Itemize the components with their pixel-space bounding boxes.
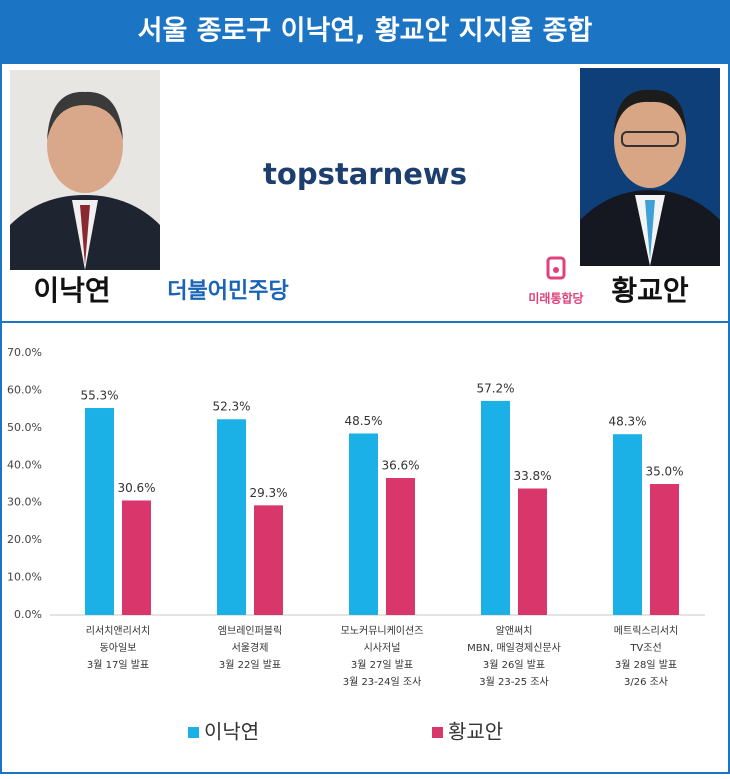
logo: topstarnews — [263, 157, 467, 191]
y-tick-label: 60.0% — [7, 383, 42, 396]
x-tick-label: 동아일보 — [100, 642, 137, 654]
legend-label: 이낙연 — [204, 720, 259, 744]
bar — [386, 478, 415, 615]
left-photo — [10, 70, 160, 270]
x-tick-label: 3월 26일 발표 — [483, 659, 545, 671]
bar — [481, 400, 510, 615]
value-label: 33.8% — [513, 469, 551, 483]
bar — [349, 433, 378, 615]
value-label: 35.0% — [645, 465, 683, 479]
x-tick-label: 3월 22일 발표 — [219, 659, 281, 671]
chart-title: 서울 종로구 이낙연, 황교안 지지율 종합 — [138, 16, 593, 47]
left-party: 더불어민주당 — [167, 279, 288, 304]
legend-label: 황교안 — [448, 720, 503, 744]
bar — [122, 500, 151, 615]
right-party-logo — [546, 256, 566, 280]
x-tick-label: 3월 23-24일 조사 — [343, 676, 422, 688]
value-label: 57.2% — [476, 381, 514, 395]
x-tick-label: 3월 23-25 조사 — [479, 676, 548, 688]
value-label: 52.3% — [212, 400, 250, 414]
left-name: 이낙연 — [33, 274, 110, 307]
right-name: 황교안 — [611, 274, 689, 307]
x-tick-label: 서울경제 — [232, 641, 269, 654]
frame — [0, 62, 730, 774]
bar — [518, 488, 547, 615]
x-tick-label: 리서치앤리서치 — [86, 625, 150, 637]
x-tick-label: 3/26 조사 — [624, 676, 668, 688]
bar — [254, 505, 283, 615]
y-tick-label: 20.0% — [7, 533, 42, 546]
y-tick-label: 50.0% — [7, 421, 42, 434]
y-tick-label: 10.0% — [7, 571, 42, 584]
bar — [650, 484, 679, 615]
bar — [85, 408, 114, 615]
x-tick-label: 모노커뮤니케이션즈 — [341, 625, 424, 637]
x-tick-label: TV조선 — [629, 642, 661, 654]
x-tick-label: 엠브레인퍼블릭 — [218, 625, 282, 637]
legend-swatch — [188, 727, 199, 738]
value-label: 48.3% — [608, 415, 646, 429]
bar — [217, 419, 246, 615]
x-tick-label: 3월 17일 발표 — [87, 659, 149, 671]
x-tick-label: MBN, 매일경제신문사 — [467, 641, 561, 654]
y-tick-label: 40.0% — [7, 458, 42, 471]
x-tick-label: 3월 28일 발표 — [615, 659, 677, 671]
value-label: 36.6% — [381, 459, 419, 473]
value-label: 29.3% — [249, 486, 287, 500]
right-photo — [580, 68, 720, 266]
y-tick-label: 30.0% — [7, 496, 42, 509]
bar — [613, 434, 642, 615]
y-tick-label: 70.0% — [7, 346, 42, 359]
x-tick-label: 3월 27일 발표 — [351, 659, 413, 671]
x-tick-label: 메트릭스리서치 — [614, 625, 678, 637]
value-label: 48.5% — [344, 414, 382, 428]
legend-swatch — [432, 727, 443, 738]
x-tick-label: 알앤써치 — [496, 625, 533, 637]
y-tick-label: 0.0% — [14, 608, 42, 621]
x-tick-label: 시사저널 — [364, 642, 401, 654]
title-bar — [0, 0, 730, 62]
right-party: 미래통합당 — [528, 291, 583, 306]
value-label: 55.3% — [80, 389, 118, 403]
value-label: 30.6% — [117, 481, 155, 495]
